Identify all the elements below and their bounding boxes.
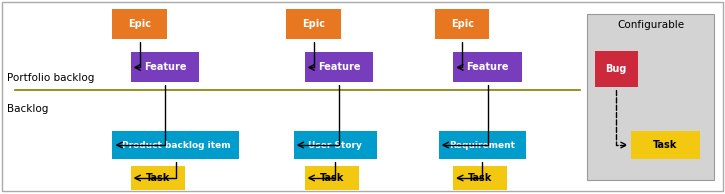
FancyBboxPatch shape bbox=[435, 9, 489, 39]
FancyBboxPatch shape bbox=[439, 131, 526, 159]
FancyBboxPatch shape bbox=[453, 52, 522, 82]
FancyBboxPatch shape bbox=[304, 166, 359, 190]
Text: Epic: Epic bbox=[128, 19, 151, 29]
FancyBboxPatch shape bbox=[294, 131, 377, 159]
FancyBboxPatch shape bbox=[112, 9, 167, 39]
Text: Feature: Feature bbox=[466, 62, 509, 72]
Text: Product backlog item: Product backlog item bbox=[122, 140, 230, 150]
Text: Task: Task bbox=[468, 173, 492, 183]
FancyBboxPatch shape bbox=[2, 2, 723, 191]
Text: Configurable: Configurable bbox=[617, 20, 684, 30]
Text: Backlog: Backlog bbox=[7, 104, 49, 114]
Text: Task: Task bbox=[653, 140, 677, 150]
FancyBboxPatch shape bbox=[587, 14, 714, 180]
Text: Portfolio backlog: Portfolio backlog bbox=[7, 73, 95, 83]
FancyBboxPatch shape bbox=[631, 131, 700, 159]
Text: Task: Task bbox=[146, 173, 170, 183]
Text: User Story: User Story bbox=[308, 140, 362, 150]
FancyBboxPatch shape bbox=[112, 131, 239, 159]
FancyBboxPatch shape bbox=[286, 9, 341, 39]
FancyBboxPatch shape bbox=[130, 52, 199, 82]
Text: Epic: Epic bbox=[302, 19, 325, 29]
FancyBboxPatch shape bbox=[130, 166, 185, 190]
FancyBboxPatch shape bbox=[594, 51, 638, 87]
Text: Feature: Feature bbox=[144, 62, 186, 72]
Text: Bug: Bug bbox=[605, 64, 627, 74]
Text: Epic: Epic bbox=[451, 19, 473, 29]
Text: Task: Task bbox=[320, 173, 344, 183]
Text: Feature: Feature bbox=[318, 62, 360, 72]
FancyBboxPatch shape bbox=[304, 52, 373, 82]
Text: Requirement: Requirement bbox=[449, 140, 515, 150]
FancyBboxPatch shape bbox=[453, 166, 507, 190]
